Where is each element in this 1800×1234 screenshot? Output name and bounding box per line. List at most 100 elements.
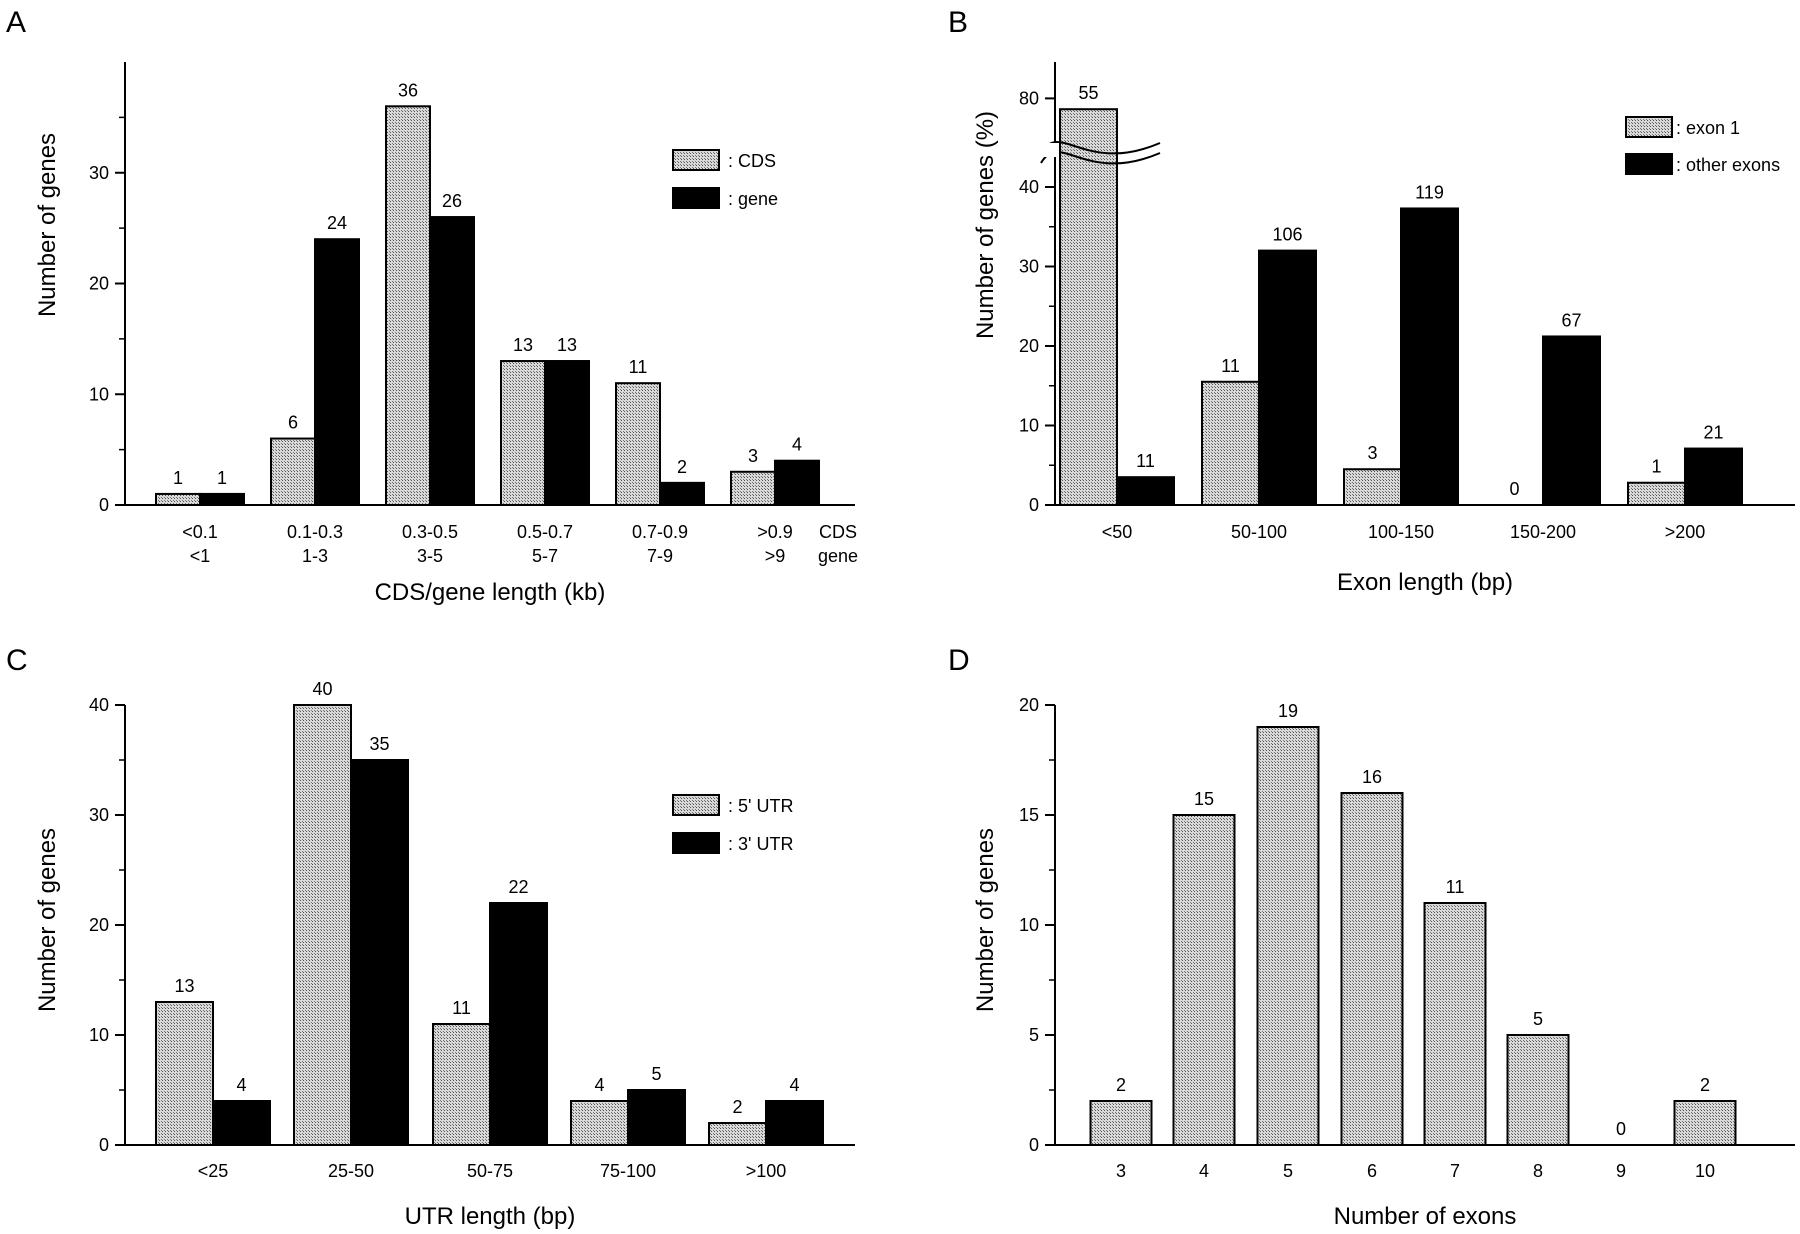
legend-swatch: [672, 149, 720, 171]
panel-letter: C: [6, 644, 28, 677]
bar-value-label: 4: [236, 1075, 246, 1095]
y-tick-label: 0: [1029, 495, 1039, 515]
x-tick-label: <50: [1102, 522, 1133, 542]
x-category-note: CDS gene: [818, 522, 858, 566]
bar: [1400, 207, 1459, 506]
legend-label: : exon 1: [1676, 118, 1740, 138]
y-tick-label: 30: [89, 163, 109, 183]
x-axis-label: Number of exons: [1334, 1203, 1517, 1230]
x-tick-label-line: <0.1: [182, 522, 218, 542]
bar-value-label: 13: [513, 335, 533, 355]
bar-value-label: 4: [594, 1075, 604, 1095]
legend-label: : other exons: [1676, 155, 1780, 175]
bar-value-label: 2: [677, 457, 687, 477]
bar: [500, 360, 546, 506]
bar-value-label: 22: [508, 877, 528, 897]
x-tick-label-line: 0.7-0.9: [632, 522, 688, 542]
bar: [270, 437, 316, 506]
x-tick-label-line: 5: [1283, 1161, 1293, 1181]
x-tick-label-line: 100-150: [1368, 522, 1434, 542]
x-axis-label: CDS/gene length (kb): [375, 579, 606, 606]
bar: [708, 1122, 767, 1146]
x-tick-label: >200: [1665, 522, 1706, 542]
x-tick-label-line: <50: [1102, 522, 1133, 542]
x-tick-label-line: 7-9: [647, 546, 673, 566]
y-tick-label: 0: [99, 1135, 109, 1155]
bar-value-label: 55: [1078, 83, 1098, 103]
bar: [1116, 476, 1175, 506]
x-tick-label: 7: [1450, 1161, 1460, 1181]
bar: [1506, 1034, 1570, 1146]
bar-value-label: 3: [1367, 443, 1377, 463]
x-tick-label-line: 50-75: [467, 1161, 513, 1181]
x-tick-label: 8: [1533, 1161, 1543, 1181]
panel-letter: A: [6, 6, 26, 39]
x-tick-label-line: 150-200: [1510, 522, 1576, 542]
axis-break-gap: [1039, 143, 1059, 157]
bar: [1201, 380, 1260, 506]
bar-value-label: 119: [1415, 182, 1444, 202]
bar-value-label: 13: [557, 335, 577, 355]
bar-value-label: 0: [1509, 479, 1519, 499]
bar-value-label: 13: [174, 976, 194, 996]
bar-value-label: 26: [442, 191, 462, 211]
bar-value-label: 40: [312, 679, 332, 699]
bar: [293, 704, 352, 1146]
y-tick-label: 5: [1029, 1025, 1039, 1045]
bar: [1256, 726, 1320, 1146]
bar: [1258, 249, 1317, 506]
x-category-note-line: CDS: [819, 522, 857, 542]
x-tick-label: 5: [1283, 1161, 1293, 1181]
x-tick-label-line: >9: [765, 546, 786, 566]
x-tick-label-line: 8: [1533, 1161, 1543, 1181]
x-tick-label-line: 75-100: [600, 1161, 656, 1181]
x-tick-label: 6: [1367, 1161, 1377, 1181]
legend-swatch: [672, 832, 720, 854]
x-tick-label: 100-150: [1368, 522, 1434, 542]
x-tick-label-line: 3-5: [417, 546, 443, 566]
bar: [1343, 468, 1402, 507]
bar: [385, 105, 431, 507]
bar: [765, 1100, 824, 1146]
x-tick-label-line: 50-100: [1231, 522, 1287, 542]
y-tick-label: 0: [99, 495, 109, 515]
bar-value-label: 21: [1703, 423, 1723, 443]
x-tick-label-line: 5-7: [532, 546, 558, 566]
x-tick-label-line: >200: [1665, 522, 1706, 542]
x-tick-label: 75-100: [600, 1161, 656, 1181]
bar: [1172, 814, 1236, 1146]
x-tick-label-line: 9: [1616, 1161, 1626, 1181]
bar-value-label: 11: [452, 998, 471, 1018]
y-tick-label: 10: [1019, 915, 1039, 935]
y-tick-label: 40: [89, 695, 109, 715]
x-tick-label-line: 1-3: [302, 546, 328, 566]
bar-value-label: 3: [748, 446, 758, 466]
x-tick-label: 4: [1199, 1161, 1209, 1181]
bar: [1542, 335, 1601, 506]
x-tick-label-line: 3: [1116, 1161, 1126, 1181]
x-tick-label-line: 10: [1695, 1161, 1715, 1181]
x-axis-label: UTR length (bp): [405, 1203, 576, 1230]
x-tick-label-line: 0.5-0.7: [517, 522, 573, 542]
bar: [429, 216, 475, 507]
x-tick-label: <25: [198, 1161, 229, 1181]
bar-value-label: 5: [651, 1064, 661, 1084]
y-tick-label: 20: [89, 915, 109, 935]
y-tick-label: 20: [1019, 695, 1039, 715]
bar: [544, 360, 590, 506]
bar: [1423, 902, 1487, 1146]
y-axis-label: Number of genes (%): [972, 111, 999, 339]
bar: [199, 492, 245, 506]
y-tick-label: 10: [89, 384, 109, 404]
legend-swatch: [672, 187, 720, 209]
y-tick-label: 30: [1019, 257, 1039, 277]
y-tick-label: 80: [1019, 88, 1039, 108]
bar: [774, 459, 820, 507]
bar-value-label: 106: [1272, 225, 1302, 245]
x-tick-label-line: 6: [1367, 1161, 1377, 1181]
x-tick-label: 0.7-0.9 7-9: [632, 522, 688, 566]
y-tick-label: 40: [1019, 177, 1039, 197]
bar: [432, 1023, 491, 1146]
